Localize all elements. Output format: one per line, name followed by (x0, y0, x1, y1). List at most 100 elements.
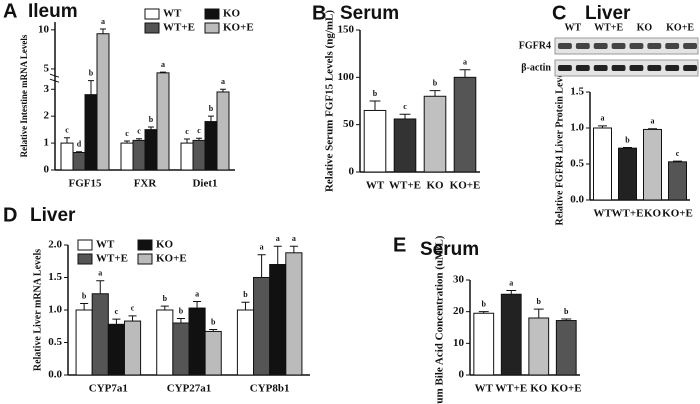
bar (453, 76, 477, 173)
significance-letter: c (115, 307, 119, 316)
significance-letter: c (197, 126, 201, 135)
bar (91, 293, 109, 376)
legend-swatch (137, 253, 153, 265)
bar (668, 161, 687, 201)
blot-band (665, 43, 680, 49)
bar (500, 293, 522, 376)
blot-band (683, 65, 697, 71)
bar (204, 121, 218, 171)
chart-title: Liver (30, 205, 76, 226)
legend-label: KO (223, 8, 241, 20)
blot-band (665, 65, 680, 71)
legend-label: WT (163, 8, 182, 20)
bar (123, 320, 142, 376)
error-bar (399, 113, 411, 119)
bar (285, 252, 303, 376)
significance-letter: b (243, 290, 248, 299)
significance-letter: c (676, 149, 680, 158)
legend-label: KO (156, 239, 174, 251)
significance-letter: c (131, 304, 135, 313)
error-bar (257, 254, 266, 278)
significance-letter: a (651, 117, 655, 126)
panel-letter: C (552, 2, 566, 24)
y-tick-label: 1.0 (570, 122, 584, 134)
bar (618, 147, 637, 201)
y-tick-label: 3 (44, 83, 50, 95)
bar (144, 129, 158, 171)
significance-letter: d (77, 140, 82, 149)
significance-letter: b (89, 69, 94, 78)
error-bar (193, 301, 202, 309)
legend-swatch (77, 253, 93, 265)
significance-letter: b (211, 317, 216, 326)
chart-title: Serum (420, 239, 479, 260)
y-tick-label: 30 (453, 274, 465, 286)
y-tick-label: 0 (349, 166, 355, 178)
blot-band (611, 65, 626, 71)
bar (204, 330, 222, 376)
panel-letter: E (393, 234, 406, 256)
panel-letter: A (3, 0, 17, 22)
legend-label: WT+E (163, 22, 195, 34)
blot-column-label: WT+E (594, 22, 623, 33)
y-axis-label: Relative Intestine mRNA Levels (19, 34, 29, 157)
bar (107, 323, 125, 376)
x-tick-label: Diet1 (192, 178, 217, 190)
significance-letter: b (625, 135, 630, 144)
y-tick-label: 0.0 (48, 369, 62, 381)
error-bar (112, 318, 121, 325)
significance-letter: c (125, 129, 129, 138)
error-bar (673, 160, 682, 162)
significance-letter: b (482, 299, 487, 308)
bar (156, 72, 170, 171)
blot-row-label: β-actin (521, 62, 551, 73)
legend-label: WT (96, 239, 115, 251)
bar (473, 312, 495, 376)
significance-letter: a (601, 114, 605, 123)
significance-letter: a (260, 243, 264, 252)
x-tick-label: KO (644, 208, 662, 220)
error-bar (561, 318, 572, 321)
legend-swatch (137, 239, 153, 251)
error-bar (208, 115, 214, 122)
bar (216, 91, 230, 171)
blot-column-label: KO (637, 22, 653, 33)
error-bar (623, 146, 632, 149)
error-bar (196, 137, 202, 141)
blot-band (593, 43, 608, 49)
error-bar (369, 100, 381, 111)
y-tick-label: 1.5 (48, 271, 62, 283)
y-tick-label: 150 (338, 24, 355, 36)
bar (172, 322, 190, 376)
error-bar (128, 315, 137, 322)
x-tick-label: KO (530, 383, 548, 395)
blot-column-label: KO+E (666, 22, 694, 33)
x-tick-label: FXR (134, 178, 158, 190)
y-tick-label: 10 (453, 337, 465, 349)
bar (132, 139, 146, 171)
y-tick-label: 2.0 (48, 239, 62, 251)
error-bar (273, 245, 282, 265)
error-bar (76, 151, 82, 153)
x-tick-label: FGF15 (69, 178, 102, 190)
blot-band (558, 43, 572, 49)
bar (96, 33, 110, 171)
bar (643, 128, 662, 201)
significance-letter: a (98, 269, 102, 278)
y-tick-label: 1 (44, 137, 50, 149)
significance-letter: b (564, 307, 569, 316)
error-bar (289, 245, 298, 253)
blot-band (647, 65, 662, 71)
y-axis-label: Serum Bile Acid Concentration (uM/L) (434, 235, 446, 404)
y-tick-label: 0.5 (48, 336, 62, 348)
significance-letter: a (509, 278, 513, 287)
bar (192, 139, 206, 171)
x-tick-label: WT+E (495, 383, 527, 395)
error-bar (184, 138, 190, 144)
error-bar (136, 138, 142, 141)
error-bar (209, 329, 218, 332)
significance-letter: a (195, 289, 199, 298)
error-bar (459, 69, 471, 78)
legend-label: WT+E (96, 253, 128, 265)
